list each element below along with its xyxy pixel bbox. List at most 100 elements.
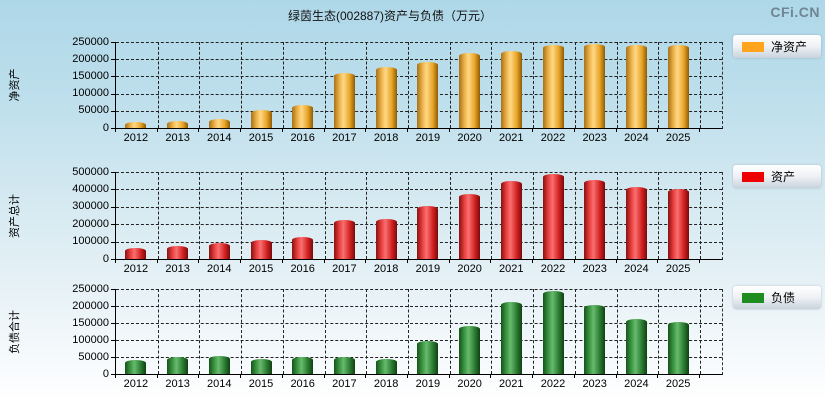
x-axis-label: 2016 bbox=[290, 263, 315, 275]
y-tick-label: 100000 bbox=[72, 87, 109, 100]
bar-资产-2023 bbox=[584, 180, 606, 259]
x-axis-label: 2018 bbox=[373, 263, 399, 275]
bar-资产-2025 bbox=[667, 189, 689, 259]
x-gridline bbox=[324, 172, 326, 259]
bar-负债-2015 bbox=[250, 359, 272, 374]
x-gridline bbox=[157, 289, 159, 374]
x-gridline bbox=[449, 172, 451, 259]
x-tick-mark bbox=[699, 375, 700, 378]
bar-净资产-2022 bbox=[542, 45, 564, 128]
x-tick-mark bbox=[240, 260, 242, 263]
x-tick-mark bbox=[281, 375, 283, 378]
x-gridline bbox=[199, 289, 201, 374]
bar-净资产-2021 bbox=[500, 51, 522, 128]
x-axis-label: 2020 bbox=[457, 263, 482, 275]
bar-净资产-2018 bbox=[375, 67, 397, 128]
x-tick-mark bbox=[657, 129, 659, 132]
bar-负债-2012 bbox=[125, 360, 147, 374]
bar-净资产-2017 bbox=[333, 73, 355, 128]
x-tick-mark bbox=[407, 129, 408, 132]
x-gridline bbox=[700, 289, 701, 374]
x-gridline bbox=[408, 289, 409, 374]
x-gridline bbox=[157, 42, 159, 128]
x-axis-label: 2022 bbox=[540, 132, 566, 144]
x-gridline bbox=[199, 172, 201, 259]
y-axis-title: 负债合计 bbox=[9, 309, 21, 354]
x-axis-label: 2017 bbox=[332, 378, 357, 390]
x-tick-mark bbox=[323, 375, 325, 378]
x-axis-label: 2021 bbox=[499, 378, 524, 390]
y-gridline bbox=[116, 289, 722, 290]
x-gridline bbox=[491, 172, 493, 259]
x-gridline bbox=[366, 289, 368, 374]
x-axis-label: 2020 bbox=[457, 378, 482, 390]
x-axis-label: 2022 bbox=[540, 263, 566, 275]
bar-资产-2013 bbox=[167, 246, 189, 259]
x-tick-mark bbox=[323, 129, 325, 132]
x-tick-mark bbox=[532, 260, 534, 263]
x-tick-mark bbox=[448, 260, 450, 263]
x-tick-mark bbox=[323, 260, 325, 263]
bar-资产-2015 bbox=[250, 240, 272, 259]
x-tick-mark bbox=[281, 260, 283, 263]
cfi-logo[interactable]: CFi.CN bbox=[770, 4, 820, 20]
bar-负债-2019 bbox=[417, 341, 439, 374]
x-gridline bbox=[700, 172, 701, 259]
y-tick-label: 250000 bbox=[72, 282, 109, 295]
x-axis-label: 2018 bbox=[373, 378, 399, 390]
x-axis-label: 2024 bbox=[624, 132, 649, 144]
x-axis-label: 2013 bbox=[165, 263, 190, 275]
legend-label: 净资产 bbox=[771, 40, 808, 54]
y-tick-label: 50000 bbox=[78, 350, 109, 363]
x-gridline bbox=[533, 172, 535, 259]
page-title: 绿茵生态(002887)资产与负债（万元） bbox=[287, 9, 493, 23]
bar-净资产-2025 bbox=[667, 45, 689, 128]
x-axis-label: 2015 bbox=[248, 132, 274, 144]
bar-资产-2017 bbox=[333, 220, 355, 259]
y-tick-label: 200000 bbox=[72, 52, 109, 65]
y-tick-mark bbox=[111, 241, 115, 243]
x-gridline bbox=[491, 42, 493, 128]
x-axis-label: 2024 bbox=[624, 263, 649, 275]
x-gridline bbox=[616, 289, 618, 374]
x-tick-mark bbox=[699, 129, 700, 132]
y-tick-mark bbox=[111, 172, 115, 173]
y-tick-label: 200000 bbox=[72, 217, 109, 230]
y-tick-mark bbox=[111, 374, 115, 375]
y-gridline bbox=[116, 340, 722, 341]
x-gridline bbox=[324, 42, 326, 128]
x-axis-label: 2018 bbox=[373, 132, 399, 144]
bar-净资产-2013 bbox=[167, 121, 189, 128]
x-gridline bbox=[199, 42, 201, 128]
x-axis-label: 2019 bbox=[415, 132, 441, 144]
y-tick-mark bbox=[111, 59, 115, 61]
bar-负债-2023 bbox=[584, 305, 606, 374]
bar-负债-2025 bbox=[667, 322, 689, 374]
bar-资产-2018 bbox=[375, 219, 397, 259]
x-tick-mark bbox=[615, 129, 617, 132]
x-axis-label: 2025 bbox=[665, 132, 691, 144]
x-axis-label: 2012 bbox=[123, 132, 149, 144]
y-gridline bbox=[116, 172, 722, 173]
bar-净资产-2024 bbox=[625, 45, 647, 128]
legend-label: 资产 bbox=[771, 170, 796, 184]
x-tick-mark bbox=[615, 260, 617, 263]
x-gridline bbox=[241, 172, 243, 259]
bar-负债-2020 bbox=[459, 326, 481, 374]
x-axis-label: 2015 bbox=[248, 263, 274, 275]
y-tick-label: 0 bbox=[102, 121, 109, 134]
x-axis-label: 2015 bbox=[248, 378, 274, 390]
y-tick-mark bbox=[111, 76, 115, 78]
x-gridline bbox=[449, 42, 451, 128]
y-tick-label: 300000 bbox=[72, 200, 109, 213]
x-axis-label: 2025 bbox=[665, 263, 691, 275]
bar-净资产-2016 bbox=[292, 105, 314, 128]
x-tick-mark bbox=[115, 129, 116, 132]
bar-净资产-2015 bbox=[250, 110, 272, 128]
x-tick-mark bbox=[573, 375, 575, 378]
bar-资产-2022 bbox=[542, 174, 564, 259]
x-axis-label: 2023 bbox=[582, 378, 607, 390]
x-tick-mark bbox=[490, 129, 492, 132]
x-tick-mark bbox=[407, 260, 408, 263]
